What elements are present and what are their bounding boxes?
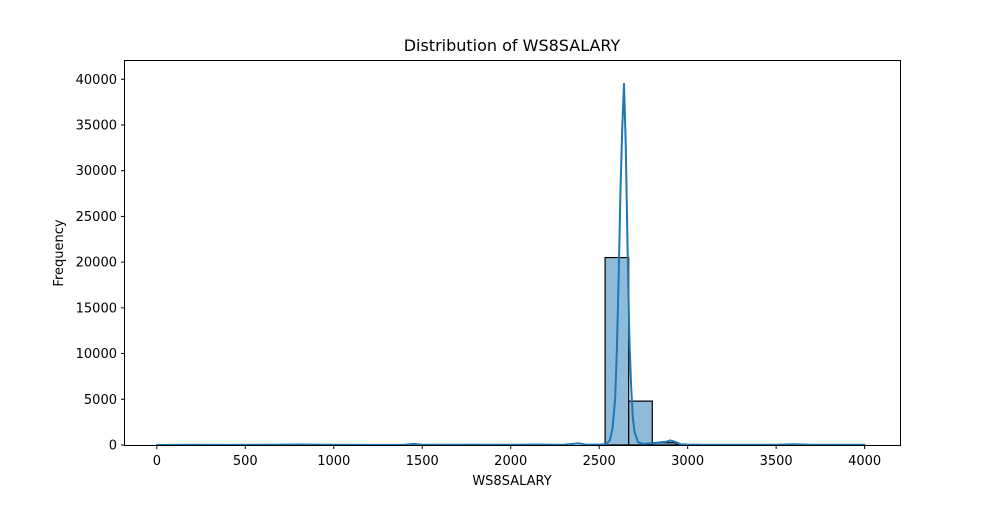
y-tick-label: 25000 — [76, 210, 117, 225]
x-tick-label: 3500 — [760, 454, 793, 469]
y-tick-label: 10000 — [76, 347, 117, 362]
y-tick-label: 40000 — [76, 73, 117, 88]
y-axis-label: Frequency — [52, 219, 67, 286]
kde-layer — [155, 82, 866, 446]
chart-title: Distribution of WS8SALARY — [404, 36, 621, 55]
x-tick-label: 0 — [153, 454, 161, 469]
x-axis-label: WS8SALARY — [472, 474, 551, 489]
kde-line — [155, 82, 866, 446]
x-tick-label: 2500 — [583, 454, 616, 469]
x-tick-label: 2000 — [494, 454, 527, 469]
x-tick-label: 1500 — [406, 454, 439, 469]
y-tick-label: 15000 — [76, 301, 117, 316]
plot-frame — [124, 60, 901, 446]
y-tick-label: 35000 — [76, 119, 117, 134]
y-tick-label: 0 — [109, 439, 117, 454]
x-tick-label: 500 — [233, 454, 258, 469]
y-axis-ticks: 0 5000 10000 15000 20000 25000 30000 35000 40000 — [76, 73, 125, 454]
x-tick-label: 1000 — [317, 454, 350, 469]
x-axis-ticks: 0 500 1000 1500 2000 2500 3000 3500 4000 — [153, 445, 881, 469]
y-tick-label: 5000 — [84, 393, 117, 408]
x-tick-label: 4000 — [848, 454, 881, 469]
y-tick-label: 20000 — [76, 256, 117, 271]
x-tick-label: 3000 — [671, 454, 704, 469]
y-tick-label: 30000 — [76, 164, 117, 179]
